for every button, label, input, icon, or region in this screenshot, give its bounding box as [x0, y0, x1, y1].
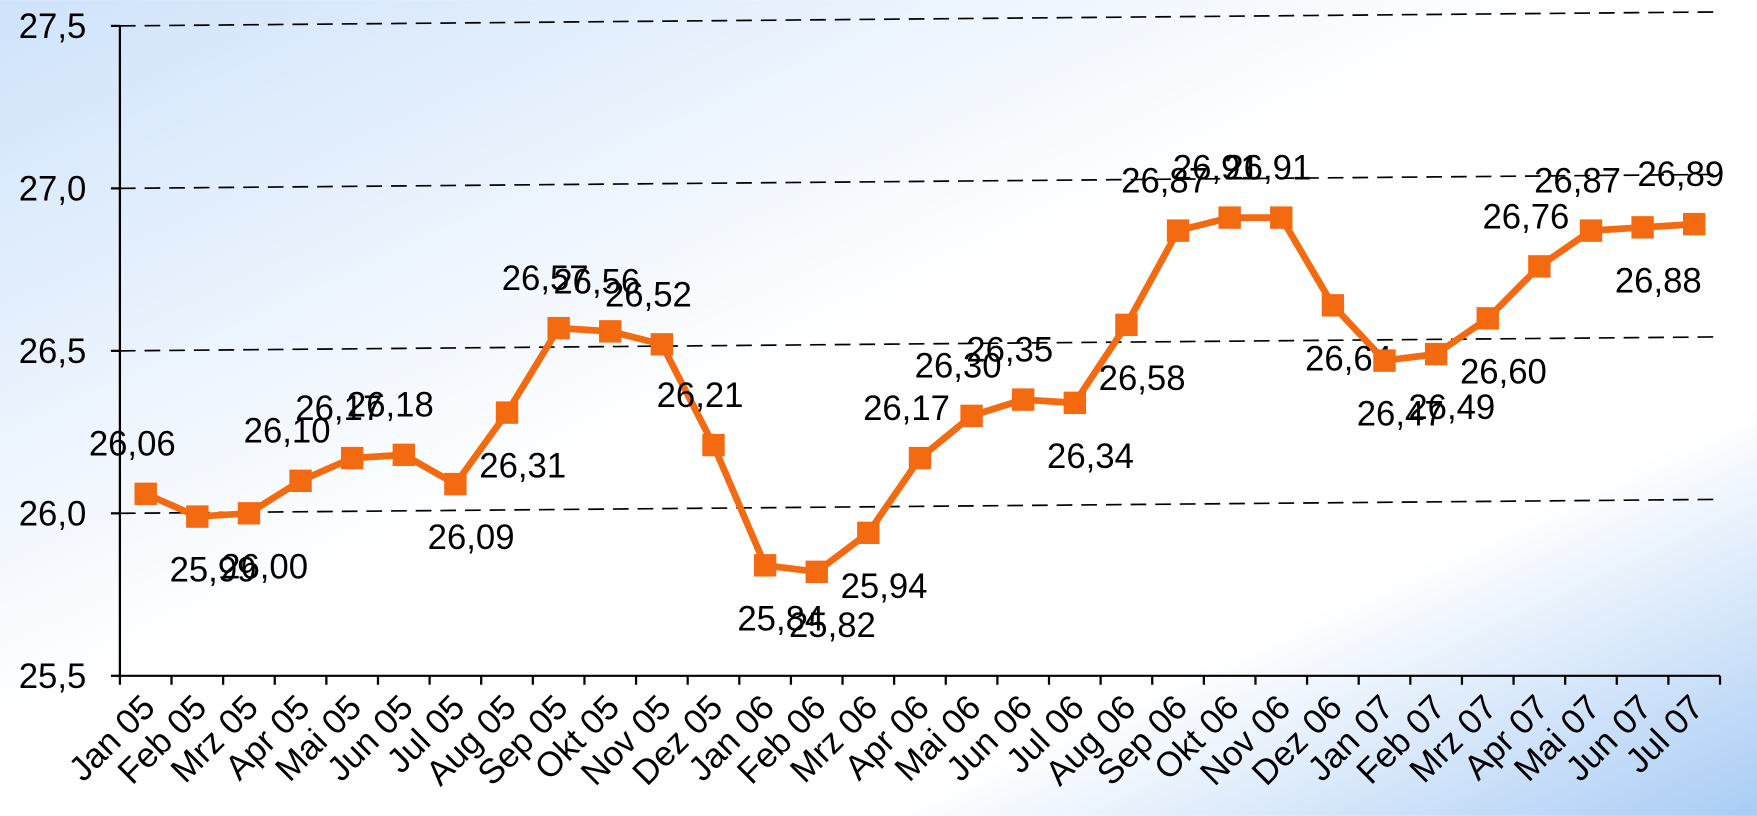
data-marker	[237, 502, 261, 525]
data-marker	[702, 433, 725, 457]
data-marker	[1011, 388, 1035, 411]
data-marker	[495, 401, 519, 424]
data-label: 26,21	[657, 377, 744, 415]
data-marker	[444, 472, 467, 496]
data-label: 26,60	[1460, 353, 1547, 391]
data-marker	[650, 333, 674, 356]
data-label: 26,31	[479, 448, 566, 486]
data-label: 26,18	[347, 387, 434, 425]
data-marker	[392, 443, 415, 467]
y-tick-label: 27,0	[19, 171, 87, 209]
data-marker	[134, 482, 157, 506]
data-marker	[908, 446, 932, 470]
data-label: 25,99	[170, 552, 257, 590]
data-label: 26,09	[428, 519, 515, 557]
data-marker	[857, 521, 880, 545]
data-marker	[753, 554, 777, 577]
grid-line	[119, 498, 1720, 515]
y-tick-label: 25,5	[19, 658, 87, 696]
data-label: 25,94	[841, 568, 928, 606]
data-marker	[1166, 219, 1190, 242]
data-label: 26,56	[553, 263, 640, 301]
data-label: 26,17	[863, 390, 950, 428]
data-label: 26,89	[1637, 156, 1724, 194]
data-marker	[1270, 206, 1293, 229]
data-label: 26,47	[1357, 396, 1444, 434]
data-marker	[1476, 307, 1499, 330]
data-label: 26,88	[1615, 262, 1702, 300]
data-marker	[1683, 212, 1706, 236]
data-label: 26,06	[89, 426, 176, 464]
data-marker	[1528, 255, 1551, 278]
data-label: 26,49	[1408, 389, 1495, 427]
data-label: 25,84	[737, 600, 824, 638]
data-label: 26,52	[605, 276, 692, 314]
data-label: 26,76	[1482, 198, 1569, 236]
data-marker	[1218, 206, 1241, 229]
data-marker	[1063, 391, 1087, 415]
data-marker	[805, 560, 828, 584]
data-label: 26,91	[1173, 150, 1260, 188]
data-label: 26,00	[221, 548, 308, 586]
data-label: 26,10	[244, 413, 331, 451]
y-tick-label: 27,5	[19, 8, 87, 46]
data-label: 26,87	[1121, 163, 1208, 201]
data-marker	[1373, 349, 1396, 372]
grid-line	[119, 173, 1720, 190]
data-marker	[960, 404, 983, 428]
data-label: 26,34	[1047, 438, 1134, 476]
data-label: 26,58	[1099, 360, 1186, 398]
data-label: 26,91	[1224, 150, 1311, 188]
data-marker	[340, 446, 364, 470]
data-label: 26,30	[915, 348, 1002, 386]
data-marker	[1424, 342, 1448, 366]
data-marker	[1631, 216, 1654, 239]
data-marker	[599, 320, 622, 343]
data-marker	[1579, 219, 1603, 242]
data-marker	[547, 316, 570, 340]
grid-line	[119, 11, 1720, 27]
y-tick-label: 26,0	[19, 496, 87, 534]
data-marker	[1115, 313, 1138, 337]
data-label: 26,57	[502, 260, 589, 298]
data-label: 25,82	[789, 607, 876, 645]
data-label: 26,17	[295, 390, 382, 428]
data-label: 26,87	[1534, 163, 1621, 201]
data-marker	[186, 505, 209, 528]
data-label: 26,35	[966, 331, 1053, 369]
data-marker	[289, 469, 312, 493]
data-marker	[1321, 294, 1345, 317]
y-tick-label: 26,5	[19, 333, 87, 371]
